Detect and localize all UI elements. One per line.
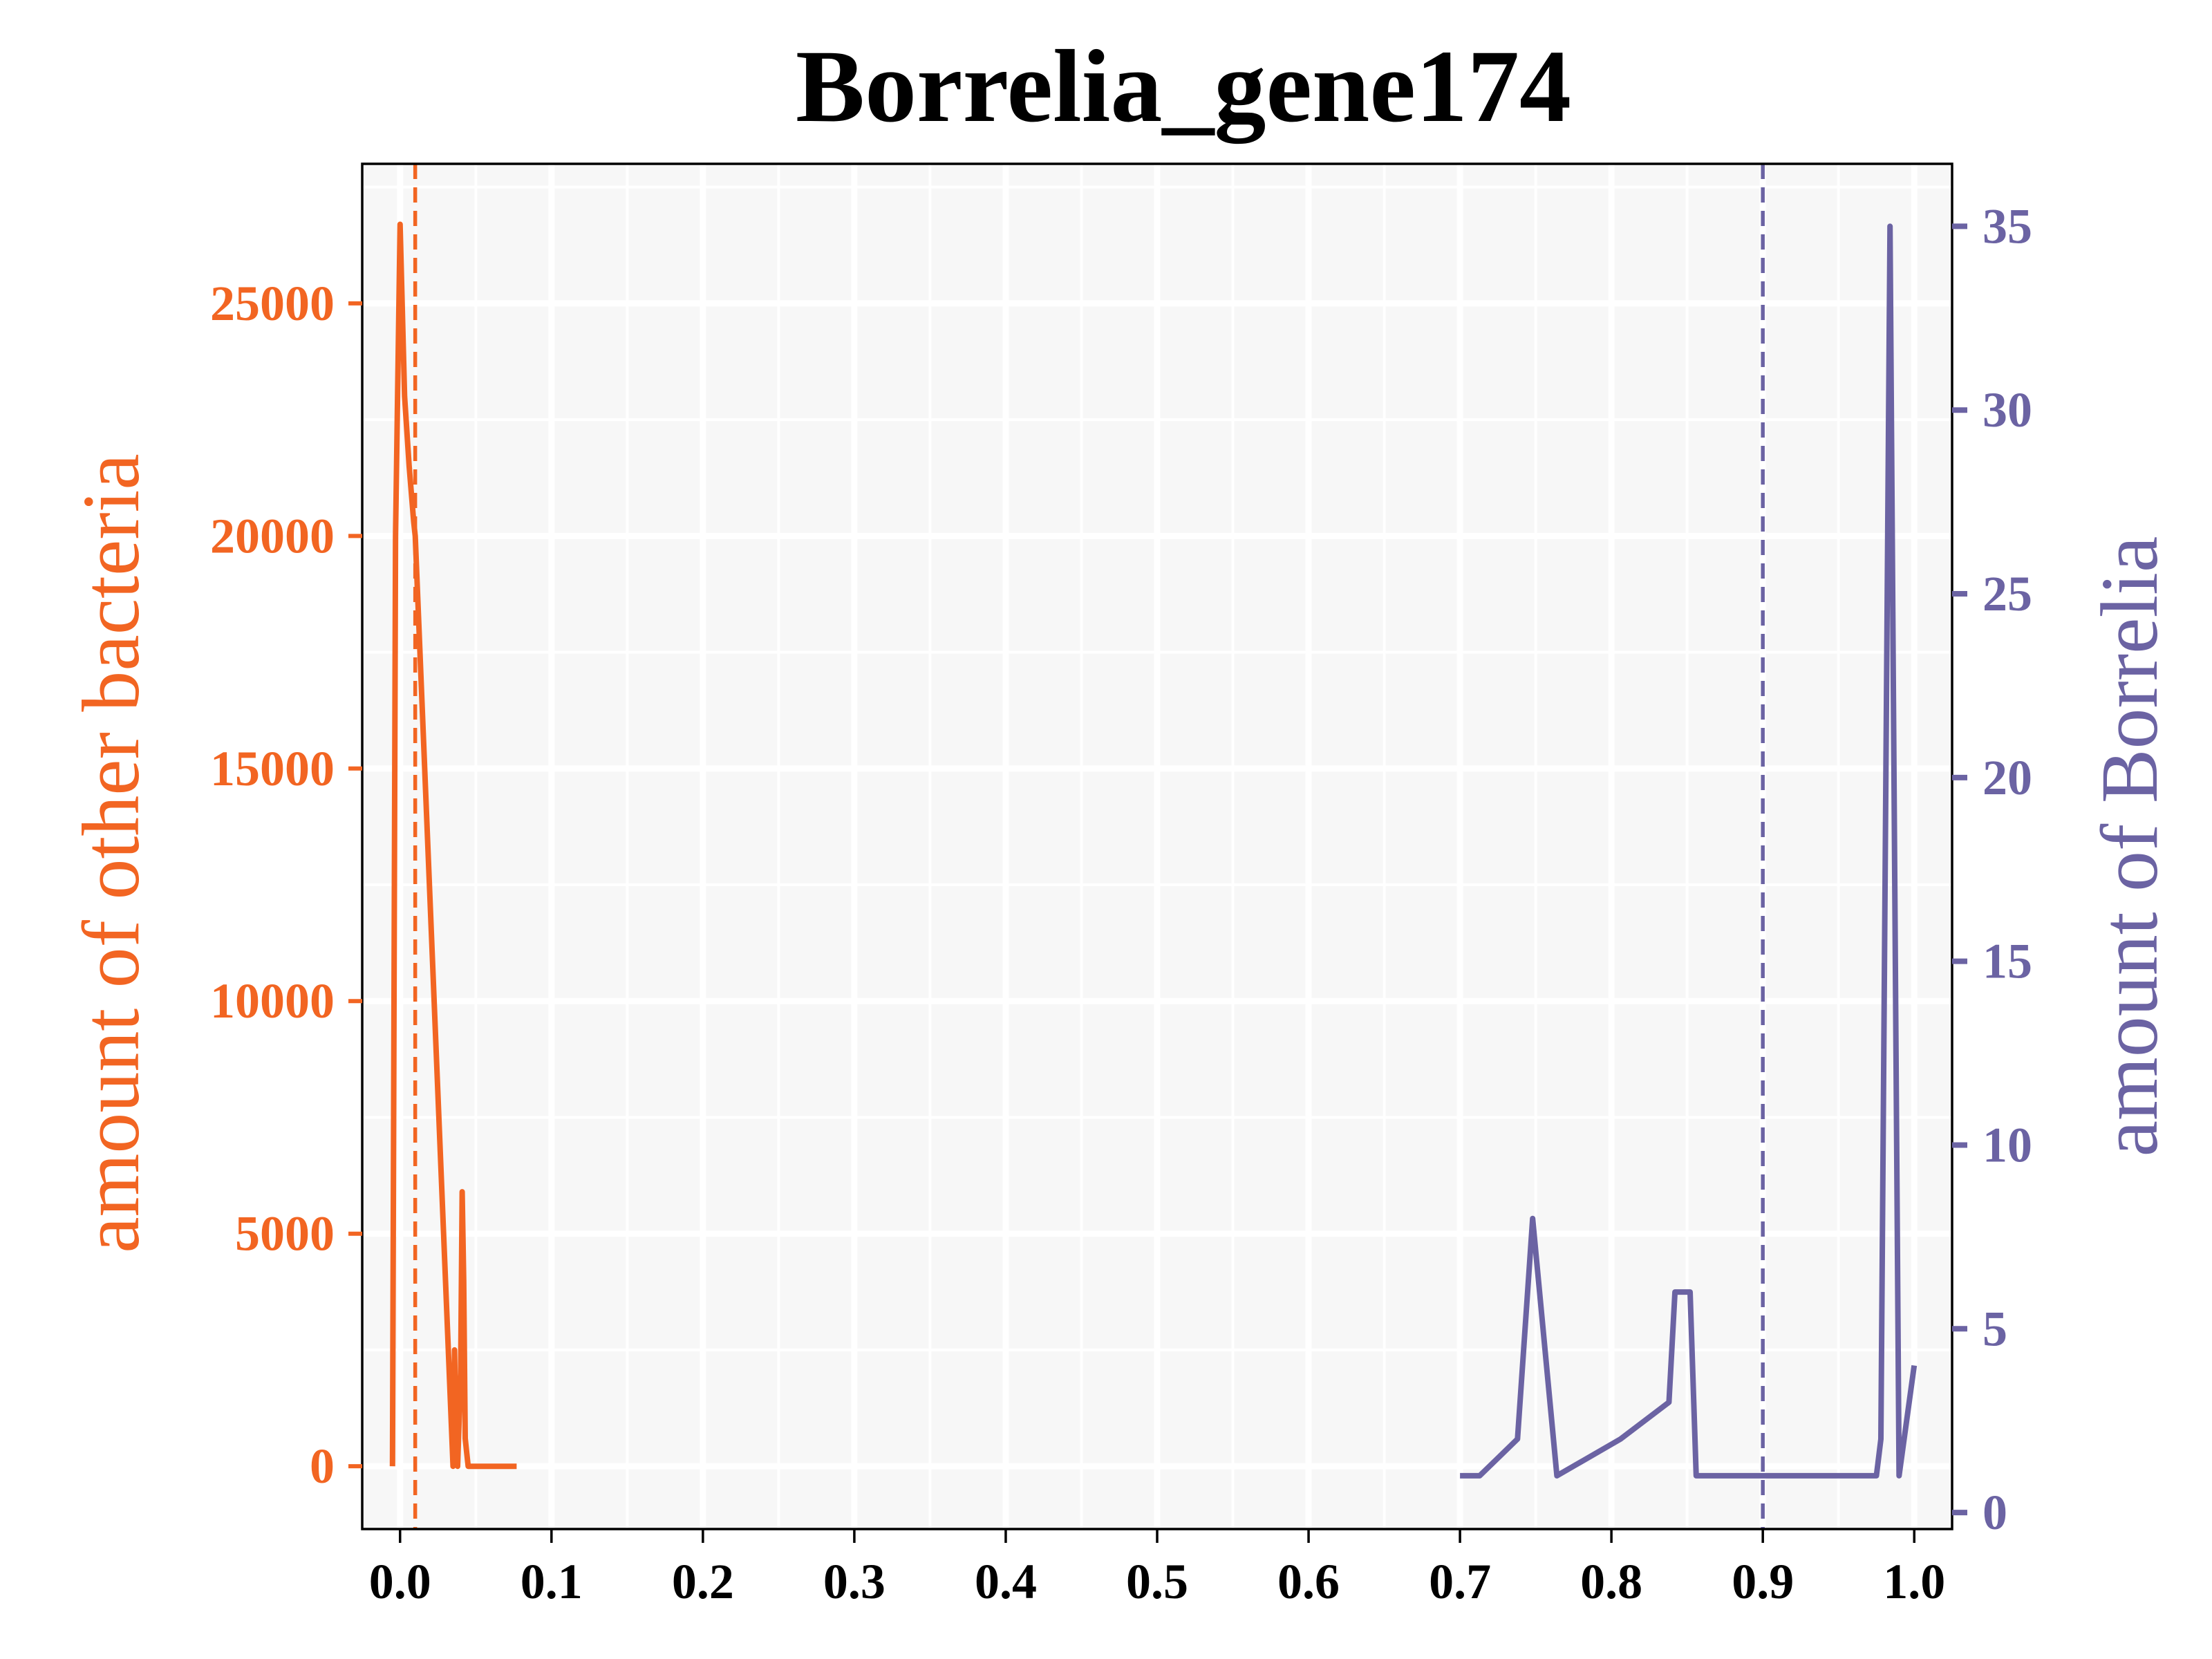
series-line-right <box>1460 223 1918 1479</box>
chart-title: Borrelia_gene174 <box>796 29 1571 144</box>
left-y-axis: 0 5000 10000 15000 20000 25000 <box>210 276 362 1494</box>
left-y-tick-label: 20000 <box>210 508 335 563</box>
right-y-axis: 0 5 10 15 20 25 30 35 <box>1952 198 2032 1540</box>
right-y-tick-label: 30 <box>1983 382 2032 438</box>
right-y-tick-label: 35 <box>1983 198 2032 254</box>
x-tick-label: 0.8 <box>1580 1554 1642 1609</box>
right-y-tick-label: 20 <box>1983 750 2032 805</box>
x-tick-label: 0.6 <box>1277 1554 1340 1609</box>
left-y-tick-label: 5000 <box>235 1206 335 1262</box>
right-y-axis-label: amount of Borrelia <box>2084 536 2175 1157</box>
x-tick-label: 0.7 <box>1429 1554 1491 1609</box>
right-y-tick-label: 25 <box>1983 566 2032 621</box>
left-y-tick-label: 15000 <box>210 741 335 796</box>
left-y-axis-label: amount of other bacteria <box>66 453 156 1253</box>
x-tick-label: 0.2 <box>672 1554 734 1609</box>
x-tick-label: 1.0 <box>1883 1554 1945 1609</box>
threshold-lines <box>413 164 1765 1529</box>
right-y-tick-label: 10 <box>1983 1117 2032 1172</box>
left-y-tick-label: 0 <box>310 1438 335 1494</box>
series-lines <box>389 221 1918 1479</box>
right-y-tick-label: 0 <box>1983 1485 2007 1540</box>
x-tick-label: 0.9 <box>1732 1554 1794 1609</box>
left-y-tick-label: 10000 <box>210 973 335 1029</box>
x-tick-label: 0.4 <box>975 1554 1037 1609</box>
right-y-tick-label: 15 <box>1983 934 2032 989</box>
x-tick-label: 0.5 <box>1126 1554 1188 1609</box>
x-axis: 0.0 0.1 0.2 0.3 0.4 0.5 0.6 0.7 0.8 0.9 1.0 <box>369 1529 1945 1609</box>
left-y-tick-label: 25000 <box>210 276 335 331</box>
right-y-tick-label: 5 <box>1983 1301 2007 1356</box>
x-tick-label: 0.1 <box>521 1554 583 1609</box>
x-tick-label: 0.3 <box>823 1554 885 1609</box>
x-tick-label: 0.0 <box>369 1554 431 1609</box>
series-line-left <box>389 221 517 1470</box>
